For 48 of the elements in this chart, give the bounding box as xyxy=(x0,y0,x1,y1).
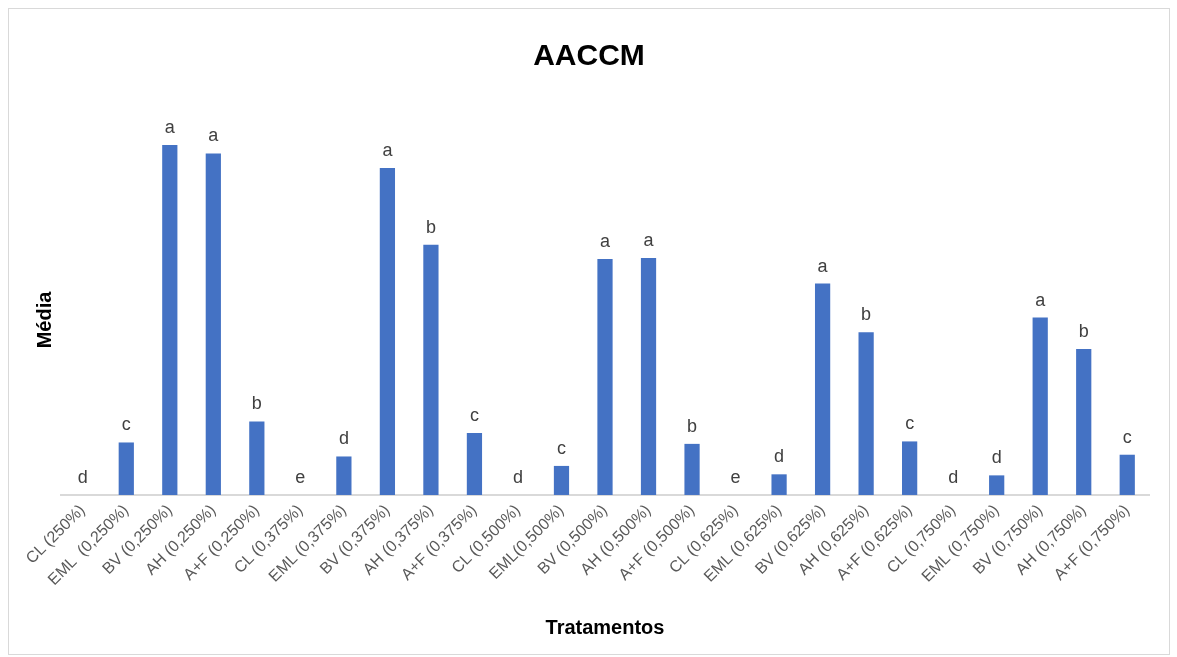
annotation: d xyxy=(948,466,959,487)
bar xyxy=(771,474,787,495)
bar xyxy=(989,475,1005,495)
annotation: e xyxy=(730,466,741,487)
annotation: c xyxy=(905,413,915,434)
annotation: a xyxy=(208,125,220,146)
annotation: a xyxy=(817,255,829,276)
annotation: c xyxy=(1122,426,1132,447)
annotation: a xyxy=(382,140,394,161)
bar xyxy=(814,283,831,495)
annotation: a xyxy=(164,116,176,137)
bar xyxy=(597,259,613,495)
bar xyxy=(553,465,570,495)
annotation: d xyxy=(774,446,785,467)
bar xyxy=(858,332,874,495)
annotation: e xyxy=(295,466,306,487)
x-axis-title: Tratamentos xyxy=(545,615,665,638)
bar xyxy=(336,456,352,495)
annotation: a xyxy=(1035,289,1047,310)
chart-title: AACCM xyxy=(533,38,645,72)
bar xyxy=(1032,317,1048,495)
bar xyxy=(118,442,134,495)
annotation: b xyxy=(861,304,872,325)
bar xyxy=(205,153,221,495)
annotation: b xyxy=(251,393,262,414)
bar xyxy=(162,145,178,495)
annotation: b xyxy=(1078,321,1089,341)
bar xyxy=(423,244,439,495)
bar xyxy=(1119,454,1135,495)
bar xyxy=(379,168,396,495)
y-axis-title: Média xyxy=(32,290,55,349)
annotation: c xyxy=(469,404,479,425)
annotation: d xyxy=(77,466,88,487)
bar xyxy=(640,258,657,495)
annotation: c xyxy=(121,414,131,435)
bar xyxy=(466,433,483,495)
annotation: d xyxy=(991,447,1002,468)
annotation: c xyxy=(556,437,566,458)
annotation: b xyxy=(687,415,698,436)
annotation: d xyxy=(512,466,523,487)
annotation: b xyxy=(425,216,436,237)
bar xyxy=(1076,349,1092,495)
bar xyxy=(249,421,265,495)
annotation: d xyxy=(338,428,349,449)
bar xyxy=(902,441,918,495)
annotation: a xyxy=(599,231,611,252)
bar xyxy=(684,443,700,495)
annotation: a xyxy=(643,230,655,251)
